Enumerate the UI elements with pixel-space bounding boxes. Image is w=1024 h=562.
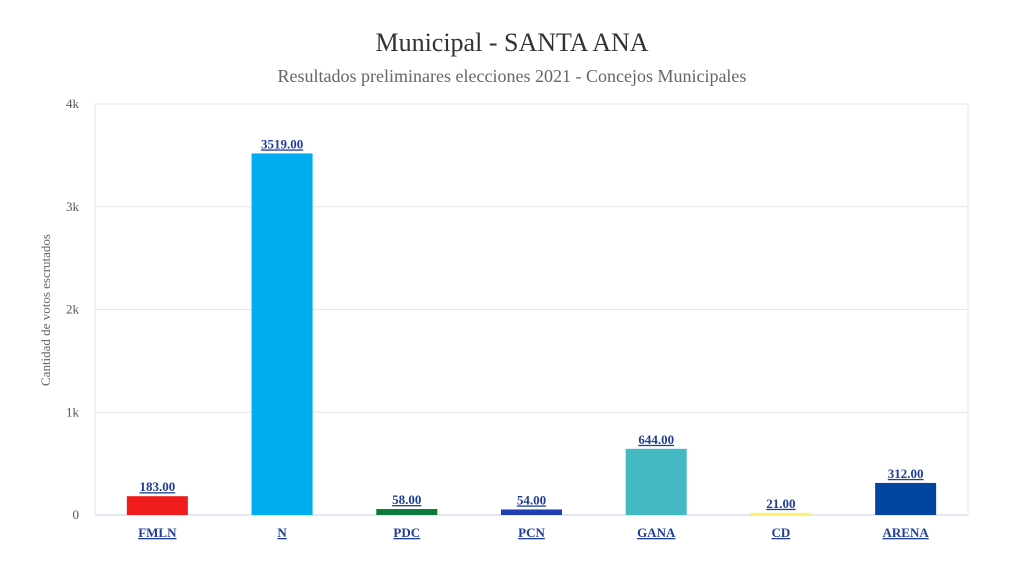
bar-pdc[interactable] bbox=[376, 509, 438, 515]
y-tick-label: 1k bbox=[66, 404, 80, 419]
x-category-gana[interactable]: GANA bbox=[637, 525, 676, 540]
bar-fmln[interactable] bbox=[126, 496, 188, 515]
x-category-n[interactable]: N bbox=[277, 525, 287, 540]
bar-arena[interactable] bbox=[875, 482, 937, 515]
y-tick-label: 2k bbox=[66, 302, 80, 317]
data-label-pdc: 58.00 bbox=[392, 492, 421, 507]
y-tick-label: 4k bbox=[66, 96, 80, 111]
data-label-fmln: 183.00 bbox=[139, 479, 175, 494]
x-category-pcn[interactable]: PCN bbox=[518, 525, 545, 540]
chart-title: Municipal - SANTA ANA bbox=[375, 28, 649, 57]
data-labels: 183.00 3519.00 58.00 54.00 644.00 21.00 312.00 bbox=[139, 136, 923, 510]
data-label-pcn: 54.00 bbox=[517, 492, 546, 507]
data-label-arena: 312.00 bbox=[888, 466, 924, 481]
data-label-cd: 21.00 bbox=[766, 496, 795, 511]
x-category-fmln[interactable]: FMLN bbox=[138, 525, 177, 540]
chart-subtitle: Resultados preliminares elecciones 2021 … bbox=[277, 66, 747, 86]
bars bbox=[126, 153, 937, 516]
x-category-pdc[interactable]: PDC bbox=[393, 525, 420, 540]
bar-gana[interactable] bbox=[625, 448, 687, 515]
bar-pcn[interactable] bbox=[501, 509, 562, 515]
bar-cd[interactable] bbox=[750, 512, 812, 515]
y-axis-ticks: 0 1k 2k 3k 4k bbox=[66, 96, 80, 522]
data-label-n: 3519.00 bbox=[261, 136, 303, 151]
bar-n[interactable] bbox=[251, 153, 313, 516]
y-tick-label: 0 bbox=[73, 507, 80, 522]
x-category-arena[interactable]: ARENA bbox=[883, 525, 930, 540]
y-tick-label: 3k bbox=[66, 199, 80, 214]
data-label-gana: 644.00 bbox=[638, 432, 674, 447]
grid bbox=[94, 103, 969, 516]
x-category-cd[interactable]: CD bbox=[772, 525, 791, 540]
y-axis-title: Cantidad de votos escrutados bbox=[38, 234, 53, 386]
x-axis-categories: FMLN N PDC PCN GANA CD ARENA bbox=[138, 525, 929, 540]
